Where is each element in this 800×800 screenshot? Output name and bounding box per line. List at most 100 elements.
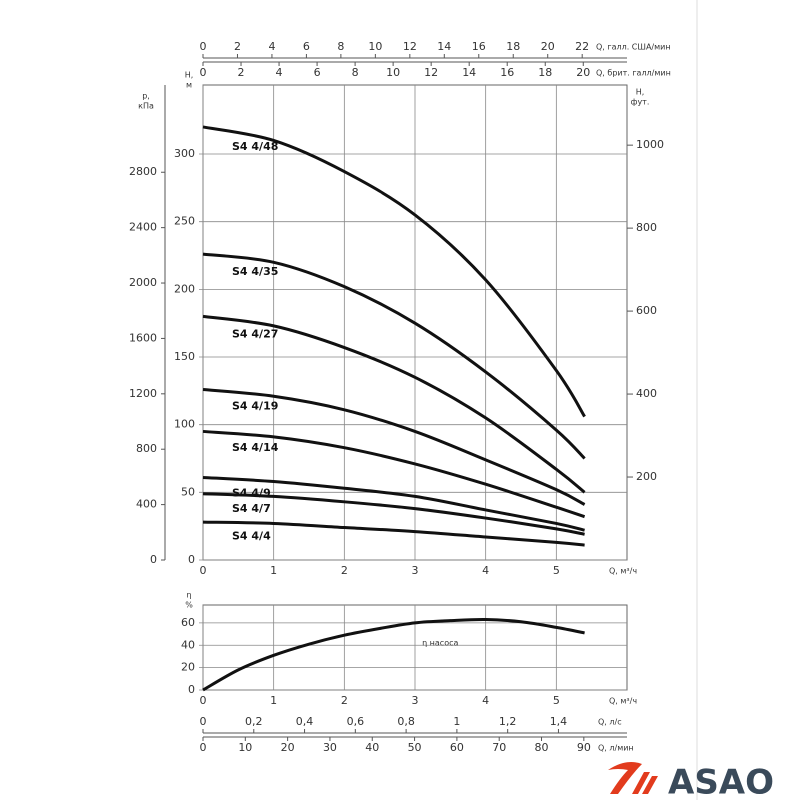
x-tick-label: 2: [341, 694, 348, 707]
x-tick-label: 5: [553, 694, 560, 707]
x-tick-label: 4: [482, 694, 489, 707]
tick-label: 14: [462, 66, 476, 79]
tick-label: 400: [636, 387, 657, 400]
tick-label: 14: [437, 40, 451, 53]
tick-label: 800: [136, 442, 157, 455]
tick-label: 2400: [129, 221, 157, 234]
curve-label: S4 4/19: [232, 400, 278, 413]
logo-mark: [632, 772, 658, 794]
tick-label: 22: [575, 40, 589, 53]
curve-label: S4 4/48: [232, 140, 278, 153]
x-tick-label: 3: [412, 564, 419, 577]
tick-label: 0: [150, 553, 157, 566]
axis-label: фут.: [631, 98, 650, 107]
y-tick-label: 40: [181, 638, 195, 651]
tick-label: 0: [200, 715, 207, 728]
curve: [202, 492, 585, 536]
curve-label: S4 4/9: [232, 486, 271, 499]
axis-label: Q, л/мин: [598, 744, 634, 753]
tick-label: 80: [535, 741, 549, 754]
x-tick-label: 4: [482, 564, 489, 577]
tick-label: 4: [268, 40, 275, 53]
x-axis-label: Q, м³/ч: [609, 567, 637, 576]
axis-label: H,: [185, 71, 194, 80]
tick-label: 1200: [129, 387, 157, 400]
y-tick-label: 100: [174, 418, 195, 431]
tick-label: 400: [136, 498, 157, 511]
axis-label: Q, л/с: [598, 718, 622, 727]
curve-label: S4 4/14: [232, 441, 279, 454]
axis-label: H,: [636, 88, 645, 97]
tick-label: 10: [386, 66, 400, 79]
axis-label: кПа: [138, 102, 154, 111]
axis-label: %: [185, 601, 193, 610]
y-tick-label: 150: [174, 350, 195, 363]
tick-label: 1,2: [499, 715, 517, 728]
x-tick-label: 0: [200, 694, 207, 707]
curve: [202, 252, 586, 460]
tick-label: 20: [281, 741, 295, 754]
tick-label: 12: [424, 66, 438, 79]
axis-label: Q, галл. США/мин: [596, 43, 671, 52]
tick-label: 10: [238, 741, 252, 754]
tick-label: 10: [368, 40, 382, 53]
tick-label: 0,2: [245, 715, 263, 728]
tick-label: 0,8: [397, 715, 415, 728]
tick-label: 40: [365, 741, 379, 754]
curve: [202, 475, 585, 532]
curve-label: S4 4/35: [232, 265, 278, 278]
curve-label: S4 4/27: [232, 328, 278, 341]
curve: [202, 314, 586, 494]
tick-label: 20: [541, 40, 555, 53]
tick-label: 70: [492, 741, 506, 754]
tick-label: 600: [636, 304, 657, 317]
logo-text: ASAO: [668, 763, 774, 800]
y-tick-label: 50: [181, 485, 195, 498]
y-tick-label: 0: [188, 683, 195, 696]
y-tick-label: 300: [174, 147, 195, 160]
curve: [202, 618, 585, 692]
tick-label: 800: [636, 221, 657, 234]
axis-label: p,: [142, 92, 150, 101]
tick-label: 50: [408, 741, 422, 754]
x-tick-label: 0: [200, 564, 207, 577]
curve: [202, 387, 586, 506]
tick-label: 8: [352, 66, 359, 79]
tick-label: 0,6: [347, 715, 365, 728]
logo: ASAO: [608, 762, 774, 800]
y-tick-label: 60: [181, 616, 195, 629]
tick-label: 6: [303, 40, 310, 53]
tick-label: 8: [337, 40, 344, 53]
tick-label: 90: [577, 741, 591, 754]
curve: [202, 520, 585, 547]
logo-mark: [608, 762, 642, 794]
y-tick-label: 0: [188, 553, 195, 566]
tick-label: 0,4: [296, 715, 314, 728]
curve-label: S4 4/4: [232, 530, 271, 543]
tick-label: 2: [234, 40, 241, 53]
tick-label: 200: [636, 470, 657, 483]
curve-label: S4 4/7: [232, 502, 271, 515]
curve: [202, 125, 586, 418]
tick-label: 1000: [636, 138, 664, 151]
tick-label: 4: [276, 66, 283, 79]
tick-label: 2: [238, 66, 245, 79]
y-tick-label: 250: [174, 215, 195, 228]
tick-label: 16: [472, 40, 486, 53]
tick-label: 2000: [129, 276, 157, 289]
tick-label: 18: [506, 40, 520, 53]
x-axis-label: Q, м³/ч: [609, 697, 637, 706]
tick-label: 2800: [129, 165, 157, 178]
x-tick-label: 2: [341, 564, 348, 577]
x-tick-label: 5: [553, 564, 560, 577]
axis-label: Q, брит. галл/мин: [596, 69, 671, 78]
tick-label: 60: [450, 741, 464, 754]
tick-label: 1: [453, 715, 460, 728]
y-tick-label: 200: [174, 282, 195, 295]
tick-label: 0: [200, 40, 207, 53]
tick-label: 0: [200, 66, 207, 79]
tick-label: 30: [323, 741, 337, 754]
tick-label: 1600: [129, 331, 157, 344]
tick-label: 20: [576, 66, 590, 79]
tick-label: 0: [200, 741, 207, 754]
